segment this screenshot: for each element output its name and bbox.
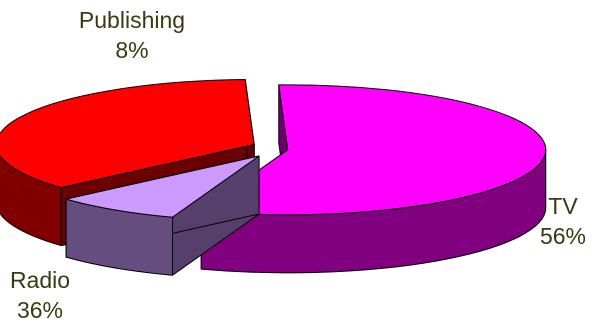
label-tv-category: TV — [548, 193, 578, 219]
label-radio-category: Radio — [10, 267, 70, 293]
pie-slices — [0, 79, 546, 275]
label-tv-value: 56% — [540, 223, 586, 249]
label-publishing-category: Publishing — [79, 7, 185, 33]
label-radio-value: 36% — [17, 297, 63, 323]
label-publishing-value: 8% — [115, 37, 148, 63]
